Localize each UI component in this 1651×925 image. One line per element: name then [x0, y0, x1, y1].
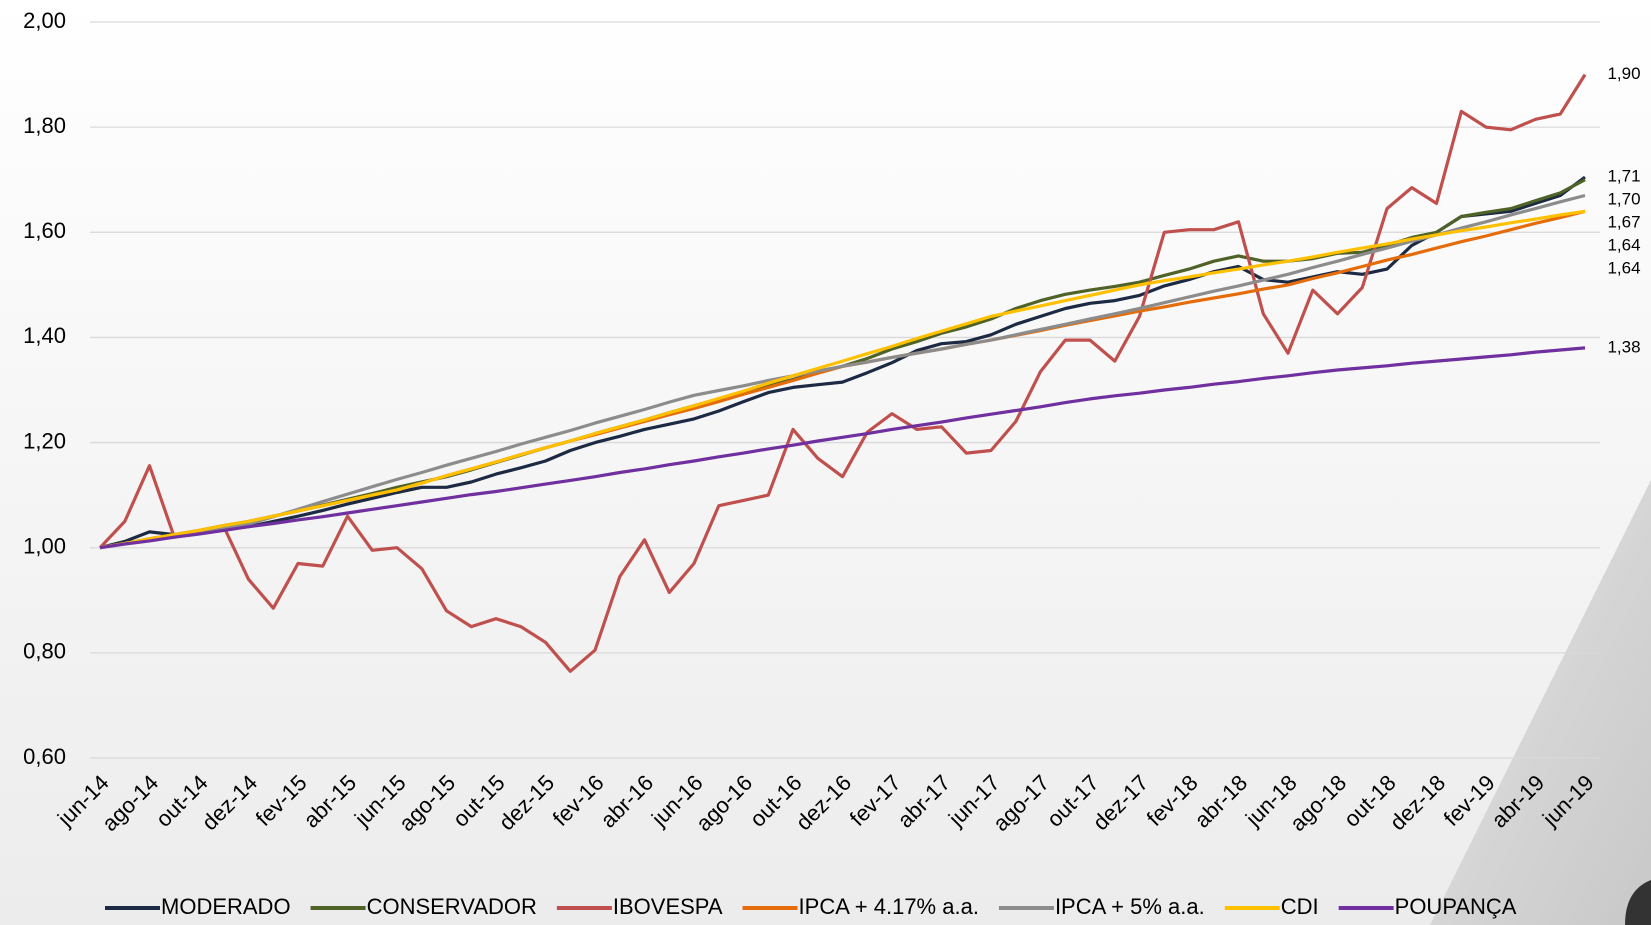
legend-label: CDI — [1281, 894, 1319, 919]
series-line — [99, 346, 1586, 550]
y-tick-label: 1,20 — [23, 428, 66, 453]
decor-corner — [1625, 880, 1651, 925]
y-tick-label: 1,60 — [23, 218, 66, 243]
end-label: 1,90 — [1607, 64, 1640, 83]
legend-label: MODERADO — [161, 894, 291, 919]
legend-label: CONSERVADOR — [367, 894, 537, 919]
end-label: 1,38 — [1607, 337, 1640, 356]
y-tick-label: 2,00 — [23, 8, 66, 33]
legend-label: POUPANÇA — [1395, 894, 1517, 919]
legend-label: IPCA + 4.17% a.a. — [799, 894, 979, 919]
end-label: 1,67 — [1607, 213, 1640, 232]
end-label: 1,64 — [1607, 236, 1640, 255]
end-label: 1,64 — [1607, 259, 1640, 278]
y-tick-label: 1,00 — [23, 534, 66, 559]
y-tick-label: 0,60 — [23, 744, 66, 769]
series-line — [99, 193, 1586, 550]
end-label: 1,70 — [1607, 190, 1640, 209]
decor-shape — [1430, 480, 1651, 925]
legend-label: IPCA + 5% a.a. — [1055, 894, 1205, 919]
end-label: 1,71 — [1607, 167, 1640, 186]
series-line — [98, 73, 1587, 673]
legend-label: IBOVESPA — [613, 894, 723, 919]
y-tick-label: 1,40 — [23, 323, 66, 348]
series-line — [99, 209, 1586, 550]
y-tick-label: 1,80 — [23, 113, 66, 138]
y-tick-label: 0,80 — [23, 639, 66, 664]
